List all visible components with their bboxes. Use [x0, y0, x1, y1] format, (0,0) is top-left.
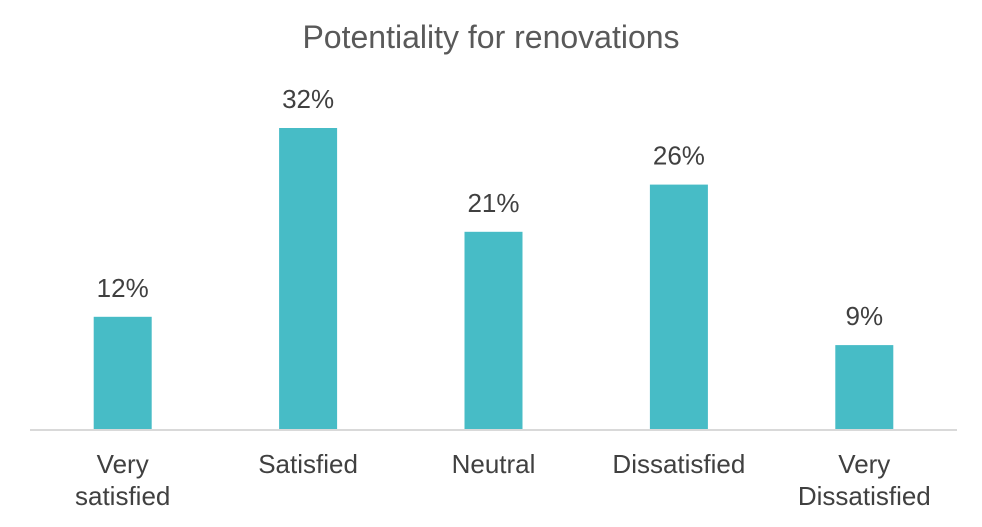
- data-label: 21%: [467, 188, 519, 218]
- x-tick-label: Very satisfied: [75, 449, 170, 511]
- data-label: 9%: [846, 301, 884, 331]
- data-labels-group: 12% 32% 21% 26% 9%: [97, 84, 883, 331]
- data-label: 12%: [97, 273, 149, 303]
- x-tick-label: Satisfied: [258, 449, 358, 479]
- chart-title: Potentiality for renovations: [302, 19, 679, 55]
- data-label: 26%: [653, 141, 705, 171]
- data-label: 32%: [282, 84, 334, 114]
- bar-very-satisfied: [93, 316, 152, 431]
- bar-neutral: [464, 231, 523, 430]
- x-tick-label: Very Dissatisfied: [798, 449, 931, 511]
- bar-satisfied: [279, 128, 338, 430]
- x-tick-label: Neutral: [452, 449, 536, 479]
- bar-very-dissatisfied: [835, 345, 894, 430]
- bar-dissatisfied: [649, 184, 708, 430]
- bars-group: [93, 128, 894, 431]
- x-tick-label: Dissatisfied: [612, 449, 745, 479]
- x-tick-labels-group: Very satisfied Satisfied Neutral Dissatisfie…: [75, 449, 931, 511]
